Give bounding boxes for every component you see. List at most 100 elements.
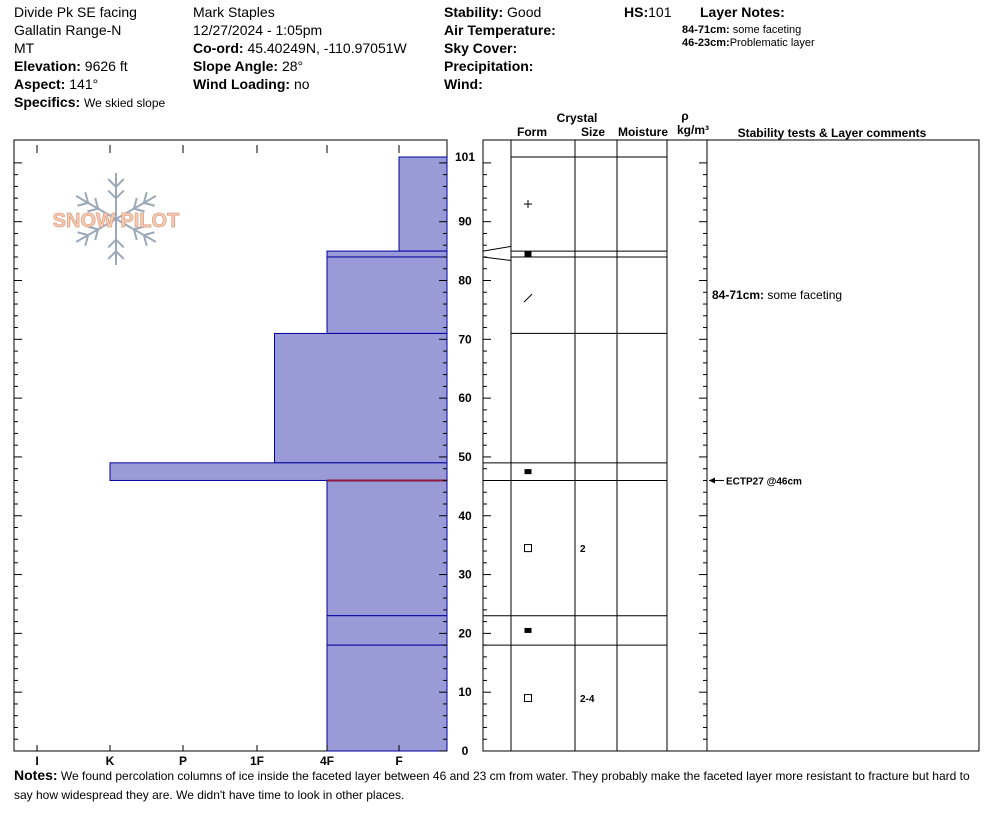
aspect-value: 141° <box>69 76 99 92</box>
air-temp-label: Air Temperature: <box>444 22 556 38</box>
snowflake-branch <box>77 201 89 207</box>
precip-label: Precipitation: <box>444 58 534 74</box>
snowpilot-logo-text: SNOW PILOT <box>53 210 180 232</box>
specifics-value: We skied slope <box>84 96 166 110</box>
specifics: Specifics: We skied slope <box>14 93 165 112</box>
layer-comment: 84-71cm: some faceting <box>712 288 842 302</box>
layer-mapping-line <box>482 256 512 262</box>
layer-table-frame <box>482 139 980 752</box>
depth-tick-label: 80 <box>458 274 472 288</box>
depth-tick-label: 20 <box>458 626 472 640</box>
depth-tick-label: 70 <box>458 332 472 346</box>
snowflake-branch <box>115 178 125 188</box>
snowflake-branch <box>115 250 125 260</box>
layer-note-1-range: 84-71cm: <box>682 24 730 36</box>
layer-notes-heading: Layer Notes: <box>700 4 785 20</box>
density-unit: kg/m³ <box>677 123 709 137</box>
wind-loading-value: no <box>293 76 310 92</box>
snowflake-branch <box>115 238 125 249</box>
hardness-bar <box>109 462 448 481</box>
snowflake-branch <box>143 201 155 207</box>
crystal-filled-square-icon <box>524 251 532 257</box>
snowflake-arm <box>115 195 157 220</box>
hardness-bar <box>326 256 448 334</box>
crystal-slash-icon <box>523 293 533 303</box>
stability-value: Good <box>507 4 542 20</box>
snowflake-branch <box>132 229 138 241</box>
depth-tick-label: 90 <box>458 215 472 229</box>
notes-label: Notes: <box>14 767 58 783</box>
snowflake-branch <box>107 178 117 188</box>
hs-value: 101 <box>648 4 672 20</box>
notes-text: We found percolation columns of ice insi… <box>14 769 970 802</box>
layer-lines <box>482 156 667 752</box>
density-symbol: ρ <box>681 109 688 123</box>
snowflake-branch <box>84 234 90 246</box>
coord-value: 45.40249N, -110.97051W <box>247 40 407 56</box>
layer-note-2-range: 46-23cm: <box>682 37 730 49</box>
slope-label: Slope Angle: <box>193 58 279 74</box>
crystal-size-label: 2-4 <box>580 694 595 705</box>
snow-height: HS:101 <box>624 3 671 21</box>
hardness-tick-label: P <box>179 754 187 768</box>
form-heading: Form <box>517 125 547 139</box>
crystal-marks: 2 2-4 <box>523 200 595 705</box>
datetime: 12/27/2024 - 1:05pm <box>193 22 323 38</box>
coordinates: Co-ord: 45.40249N, -110.97051W <box>193 39 407 57</box>
moisture-heading: Moisture <box>618 125 668 139</box>
snowflake-branch <box>142 234 148 246</box>
snowflake-branch <box>133 207 145 213</box>
stability-comments-heading: Stability tests & Layer comments <box>738 126 927 140</box>
sky-cover: Sky Cover: <box>444 39 517 57</box>
right-depth-ticks <box>483 162 707 752</box>
elevation-value: 9626 ft <box>84 58 128 74</box>
snowflake-branch <box>107 238 117 249</box>
snowflake-branch <box>107 189 117 200</box>
crystal-filled-square-icon <box>524 627 532 633</box>
snowflake-branch <box>107 250 117 260</box>
layer-comment-text: some faceting <box>764 288 842 302</box>
wind: Wind: <box>444 75 483 93</box>
layer-note-2-text: Problematic layer <box>729 37 815 49</box>
depth-tick-label: 30 <box>458 568 472 582</box>
stability-test-label: ECTP27 @46cm <box>726 476 802 487</box>
layer-table <box>482 139 980 752</box>
layer-note-1: 84-71cm: some faceting <box>682 23 801 37</box>
observer: Mark Staples <box>193 4 275 20</box>
size-heading: Size <box>581 125 605 139</box>
hardness-tick-label: K <box>106 754 115 768</box>
snowpilot-logo: SNOW PILOT <box>52 173 180 265</box>
stability-label: Stability: <box>444 4 504 20</box>
depth-tick-label: 10 <box>458 685 472 699</box>
slope-value: 28° <box>281 58 304 74</box>
hardness-bar <box>326 479 448 617</box>
stability-test-arrowhead <box>709 477 715 484</box>
snowflake-branch <box>77 231 89 237</box>
snow-profile-chart: SNOW PILOT I K P 1F 4F F 0 10 20 30 40 50 60 70 80 90 1… <box>13 109 980 768</box>
depth-tick-label: 60 <box>458 391 472 405</box>
snowflake-branch <box>84 192 90 204</box>
hardness-tick-label: 4F <box>320 754 334 768</box>
state: MT <box>14 40 35 56</box>
depth-axis: 0 10 20 30 40 50 60 70 80 90 101 <box>14 150 475 758</box>
snowflake-branch <box>143 231 155 237</box>
air-temperature: Air Temperature: <box>444 21 556 39</box>
hardness-bar <box>398 156 448 252</box>
stability: Stability: Good <box>444 3 541 21</box>
hardness-tick-label: 1F <box>250 754 264 768</box>
snowflake-branch <box>142 192 148 204</box>
aspect-label: Aspect: <box>14 76 66 92</box>
wind-loading-label: Wind Loading: <box>193 76 291 92</box>
snowflake-branch <box>87 225 99 231</box>
crystal-filled-square-icon <box>524 469 532 475</box>
snowflake-branch <box>115 189 125 200</box>
crystal-open-square-icon <box>524 694 532 703</box>
snowflake-arm <box>115 218 157 243</box>
notes: Notes: We found percolation columns of i… <box>14 766 990 805</box>
snowflake-branch <box>94 197 100 209</box>
layer-note-2: 46-23cm:Problematic layer <box>682 36 815 50</box>
hardness-bar <box>274 332 448 464</box>
hardness-bar <box>326 644 448 752</box>
wind-loading: Wind Loading: no <box>193 75 310 93</box>
depth-tick-label: 101 <box>455 150 475 164</box>
